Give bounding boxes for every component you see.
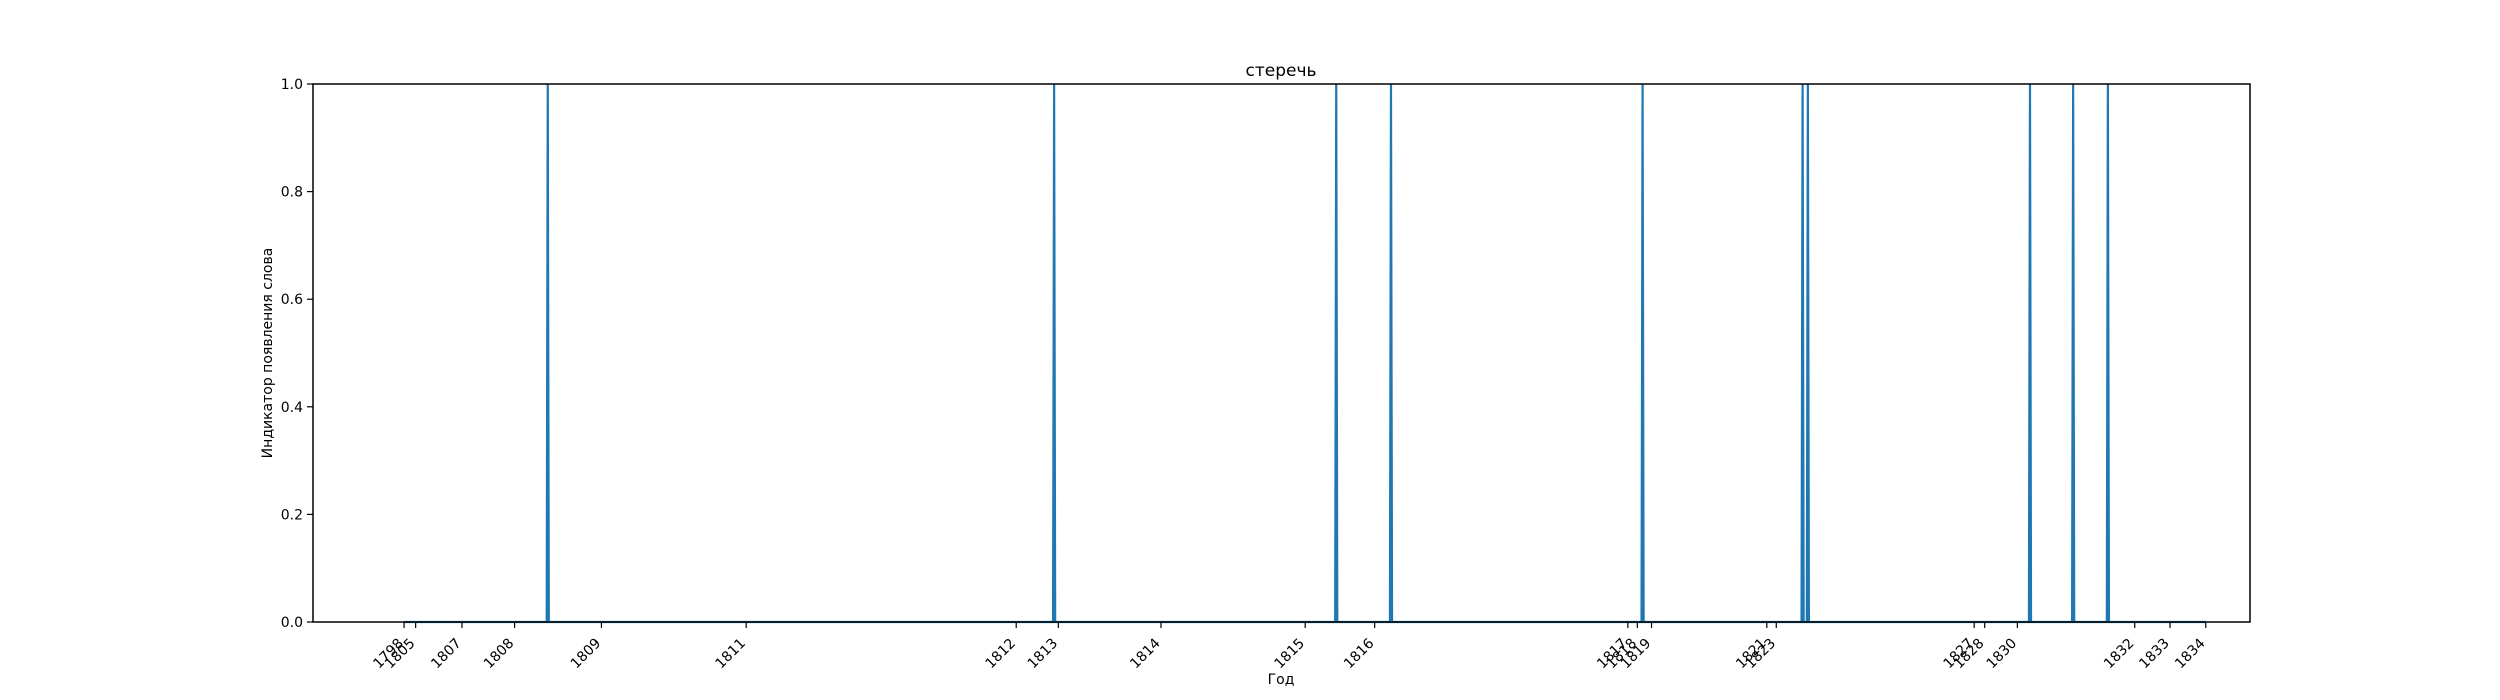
y-tick-label: 1.0	[281, 77, 303, 93]
chart-title: стеречь	[1245, 61, 1316, 81]
x-axis-label: Год	[1268, 672, 1295, 688]
y-axis-label: Индикатор появления слова	[260, 248, 276, 459]
y-axis-ticks: 0.0 0.2 0.4 0.6 0.8 1.0	[281, 77, 313, 631]
plot-frame	[312, 83, 2251, 623]
y-tick-label: 0.2	[281, 507, 303, 523]
y-tick-label: 0.6	[281, 292, 303, 308]
y-tick-label: 0.4	[281, 400, 303, 416]
y-tick-label: 0.8	[281, 185, 303, 201]
y-tick-label: 0.0	[281, 615, 303, 631]
